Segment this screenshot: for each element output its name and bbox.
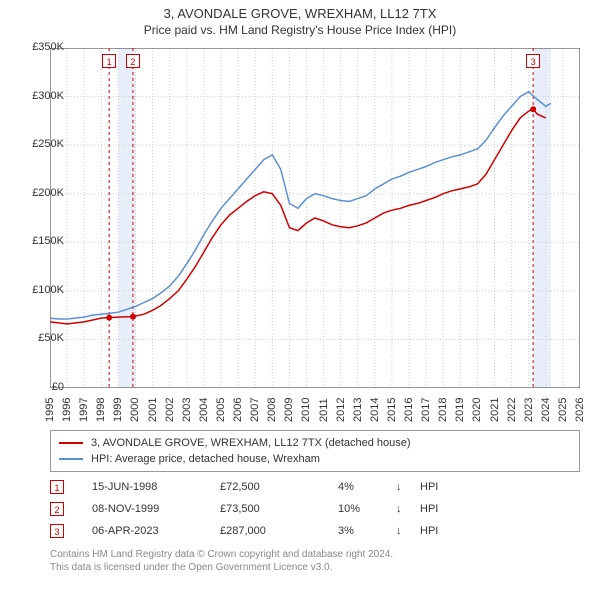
sales-row: 2 08-NOV-1999 £73,500 10% ↓ HPI — [50, 498, 580, 520]
y-tick-label: £150K — [14, 235, 64, 247]
sales-pct: 3% — [338, 525, 388, 537]
x-tick-label: 2020 — [471, 402, 483, 422]
x-tick-label: 2005 — [215, 402, 227, 422]
down-arrow-icon: ↓ — [396, 503, 412, 515]
x-tick-label: 2019 — [454, 402, 466, 422]
chart-container: 3, AVONDALE GROVE, WREXHAM, LL12 7TX Pri… — [0, 0, 600, 590]
x-tick-label: 1999 — [112, 402, 124, 422]
sales-hpi-label: HPI — [420, 481, 460, 493]
y-tick-label: £200K — [14, 187, 64, 199]
x-tick-label: 2002 — [164, 402, 176, 422]
sales-hpi-label: HPI — [420, 503, 460, 515]
sales-price: £287,000 — [220, 525, 330, 537]
sales-num: 2 — [50, 502, 64, 516]
sale-marker-box: 3 — [526, 54, 540, 68]
x-tick-label: 1998 — [95, 402, 107, 422]
legend-swatch-property — [59, 442, 83, 444]
sales-price: £72,500 — [220, 481, 330, 493]
x-tick-label: 2021 — [489, 402, 501, 422]
legend-label-hpi: HPI: Average price, detached house, Wrex… — [91, 453, 320, 465]
y-tick-label: £50K — [14, 332, 64, 344]
x-tick-label: 2022 — [506, 402, 518, 422]
title-block: 3, AVONDALE GROVE, WREXHAM, LL12 7TX Pri… — [0, 0, 600, 39]
legend-row-property: 3, AVONDALE GROVE, WREXHAM, LL12 7TX (de… — [59, 435, 571, 451]
down-arrow-icon: ↓ — [396, 481, 412, 493]
x-tick-label: 2007 — [249, 402, 261, 422]
x-tick-label: 2016 — [403, 402, 415, 422]
chart-svg — [50, 48, 580, 388]
x-tick-label: 2024 — [540, 402, 552, 422]
x-tick-label: 2012 — [335, 402, 347, 422]
sales-num: 3 — [50, 524, 64, 538]
chart-area — [50, 48, 580, 388]
sales-pct: 4% — [338, 481, 388, 493]
x-tick-label: 2009 — [283, 402, 295, 422]
x-tick-label: 2000 — [129, 402, 141, 422]
sales-date: 06-APR-2023 — [92, 525, 212, 537]
sales-row: 3 06-APR-2023 £287,000 3% ↓ HPI — [50, 520, 580, 542]
x-tick-label: 2006 — [232, 402, 244, 422]
x-tick-label: 2004 — [198, 402, 210, 422]
sales-pct: 10% — [338, 503, 388, 515]
sales-num: 1 — [50, 480, 64, 494]
x-tick-label: 2026 — [574, 402, 586, 422]
x-tick-label: 2023 — [523, 402, 535, 422]
x-tick-label: 1996 — [61, 402, 73, 422]
legend: 3, AVONDALE GROVE, WREXHAM, LL12 7TX (de… — [50, 430, 580, 472]
x-tick-label: 2003 — [181, 402, 193, 422]
sales-hpi-label: HPI — [420, 525, 460, 537]
x-tick-label: 2025 — [557, 402, 569, 422]
x-tick-label: 2018 — [437, 402, 449, 422]
x-tick-label: 2010 — [300, 402, 312, 422]
title-subtitle: Price paid vs. HM Land Registry's House … — [0, 23, 600, 37]
sales-date: 15-JUN-1998 — [92, 481, 212, 493]
x-tick-label: 2001 — [147, 402, 159, 422]
footer-line2: This data is licensed under the Open Gov… — [50, 561, 580, 574]
sales-row: 1 15-JUN-1998 £72,500 4% ↓ HPI — [50, 476, 580, 498]
title-address: 3, AVONDALE GROVE, WREXHAM, LL12 7TX — [0, 6, 600, 21]
legend-swatch-hpi — [59, 458, 83, 460]
sales-table: 1 15-JUN-1998 £72,500 4% ↓ HPI 2 08-NOV-… — [50, 476, 580, 542]
x-tick-label: 1995 — [44, 402, 56, 422]
x-tick-label: 2008 — [266, 402, 278, 422]
y-tick-label: £100K — [14, 284, 64, 296]
footer-line1: Contains HM Land Registry data © Crown c… — [50, 548, 580, 561]
sales-date: 08-NOV-1999 — [92, 503, 212, 515]
x-tick-label: 2017 — [420, 402, 432, 422]
sales-price: £73,500 — [220, 503, 330, 515]
sale-marker-box: 1 — [102, 54, 116, 68]
legend-row-hpi: HPI: Average price, detached house, Wrex… — [59, 451, 571, 467]
down-arrow-icon: ↓ — [396, 525, 412, 537]
footer: Contains HM Land Registry data © Crown c… — [50, 548, 580, 574]
y-tick-label: £350K — [14, 41, 64, 53]
sale-marker-box: 2 — [126, 54, 140, 68]
y-tick-label: £0 — [14, 381, 64, 393]
x-tick-label: 2014 — [369, 402, 381, 422]
legend-label-property: 3, AVONDALE GROVE, WREXHAM, LL12 7TX (de… — [91, 437, 411, 449]
x-tick-label: 2011 — [318, 402, 330, 422]
y-tick-label: £250K — [14, 138, 64, 150]
x-tick-label: 2013 — [352, 402, 364, 422]
y-tick-label: £300K — [14, 90, 64, 102]
x-tick-label: 2015 — [386, 402, 398, 422]
x-tick-label: 1997 — [78, 402, 90, 422]
